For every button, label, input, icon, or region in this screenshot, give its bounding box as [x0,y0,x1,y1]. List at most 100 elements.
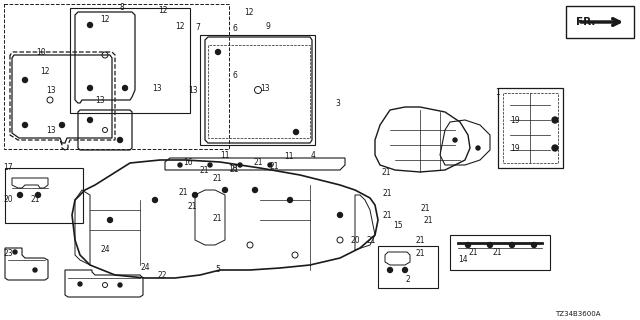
Circle shape [33,268,37,272]
Circle shape [22,123,28,127]
Circle shape [78,282,82,286]
Circle shape [488,243,493,247]
Text: 10: 10 [36,47,45,57]
Circle shape [22,77,28,83]
Circle shape [108,218,113,222]
Circle shape [287,197,292,203]
Bar [70,8,190,113]
Bar [498,88,563,168]
Text: 21: 21 [382,188,392,197]
Bar [5,168,83,223]
Text: 13: 13 [95,95,104,105]
Text: 12: 12 [40,67,49,76]
Circle shape [118,283,122,287]
Text: 20: 20 [3,195,13,204]
Circle shape [88,117,93,123]
Circle shape [223,188,227,193]
Text: FR.: FR. [576,17,595,27]
Circle shape [509,243,515,247]
Text: 13: 13 [188,85,198,94]
Text: 24: 24 [140,262,150,271]
Text: 6: 6 [232,70,237,79]
Text: 3: 3 [335,99,340,108]
Text: 19: 19 [510,143,520,153]
Circle shape [118,138,122,142]
Circle shape [193,193,198,197]
Circle shape [552,145,558,151]
Circle shape [465,243,470,247]
Circle shape [208,163,212,167]
Bar [450,235,550,270]
Text: 21: 21 [229,164,239,173]
Circle shape [268,163,272,167]
Text: 21: 21 [366,236,376,244]
Text: 21: 21 [187,202,196,211]
Text: TZ34B3600A: TZ34B3600A [555,311,600,317]
Text: 11: 11 [220,150,230,159]
Text: 5: 5 [215,266,220,275]
Circle shape [552,117,558,123]
Text: 12: 12 [158,5,168,14]
Text: 13: 13 [152,84,162,92]
Circle shape [60,123,65,127]
Bar [200,35,315,145]
Bar [4,4,229,149]
Bar [378,246,438,288]
Text: 7: 7 [195,22,200,31]
Circle shape [531,243,536,247]
Circle shape [35,193,40,197]
Text: 21: 21 [492,247,502,257]
Text: 21: 21 [423,215,433,225]
Circle shape [253,188,257,193]
Text: 24: 24 [100,244,109,253]
Text: 21: 21 [415,249,424,258]
Text: 21: 21 [269,162,278,171]
Text: 21: 21 [30,195,40,204]
Circle shape [216,50,221,54]
Text: 22: 22 [157,270,166,279]
Text: 13: 13 [46,85,56,94]
Circle shape [122,85,127,91]
Circle shape [476,146,480,150]
Text: 21: 21 [212,173,221,182]
Text: 1: 1 [495,87,500,97]
Text: 21: 21 [381,167,390,177]
Text: 14: 14 [458,255,468,265]
Text: 16: 16 [183,157,193,166]
Text: 21: 21 [420,204,429,212]
Circle shape [17,193,22,197]
Circle shape [453,138,457,142]
Text: 2: 2 [405,276,410,284]
Text: 21: 21 [382,211,392,220]
Circle shape [152,197,157,203]
Text: 21: 21 [212,213,221,222]
Circle shape [387,268,392,273]
Text: 18: 18 [228,164,237,172]
Text: 17: 17 [3,163,13,172]
Text: 8: 8 [119,3,124,12]
Circle shape [13,250,17,254]
Text: 21: 21 [199,165,209,174]
Text: 12: 12 [100,14,109,23]
Text: 21: 21 [178,188,188,196]
Text: 15: 15 [393,220,403,229]
Text: 21: 21 [468,247,477,257]
Text: 19: 19 [510,116,520,124]
Circle shape [88,22,93,28]
Circle shape [178,163,182,167]
Text: 23: 23 [3,249,13,258]
Text: 11: 11 [284,151,294,161]
Text: 13: 13 [46,125,56,134]
Circle shape [238,163,242,167]
Bar [566,6,634,38]
Circle shape [337,212,342,218]
Text: 4: 4 [311,150,316,159]
Text: 9: 9 [265,21,270,30]
Text: 12: 12 [175,21,184,30]
Text: 20: 20 [350,236,360,244]
Circle shape [403,268,408,273]
Text: 13: 13 [260,84,269,92]
Text: 21: 21 [415,236,424,244]
Text: 6: 6 [232,23,237,33]
Circle shape [294,130,298,134]
